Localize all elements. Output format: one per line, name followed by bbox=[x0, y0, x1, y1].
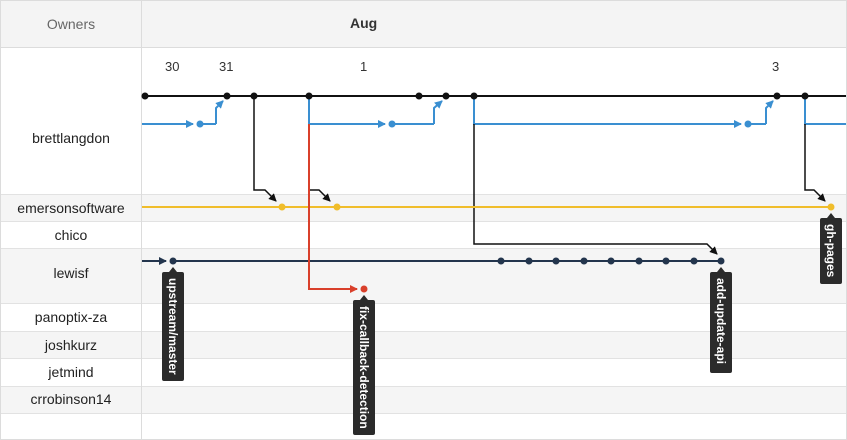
owners-column bbox=[1, 1, 142, 439]
commit-dot[interactable] bbox=[388, 120, 396, 128]
owner-name[interactable]: lewisf bbox=[53, 265, 89, 281]
branch-tag-label: gh-pages bbox=[824, 224, 838, 278]
commit-dot[interactable] bbox=[717, 257, 725, 265]
owner-row-chico: chico bbox=[1, 222, 846, 249]
commit-dot[interactable] bbox=[141, 92, 149, 100]
owner-name[interactable]: chico bbox=[54, 227, 88, 243]
brettlangdon-commits bbox=[141, 92, 809, 100]
commit-dot[interactable] bbox=[801, 92, 809, 100]
commit-dot[interactable] bbox=[278, 203, 286, 211]
branch-tag-label: fix-callback-detection bbox=[357, 306, 371, 429]
fix-callback-branch-line bbox=[308, 124, 358, 293]
commit-dot[interactable] bbox=[662, 257, 670, 265]
day-label: 3 bbox=[772, 59, 780, 74]
branch-tag-fix-callback-detection[interactable]: fix-callback-detection bbox=[353, 295, 375, 435]
owners-header: Owners bbox=[46, 16, 96, 32]
commit-dot[interactable] bbox=[333, 203, 341, 211]
owner-name[interactable]: brettlangdon bbox=[32, 130, 110, 146]
brettlangdon-branch-commits bbox=[196, 120, 752, 128]
emersonsoftware-commits bbox=[278, 203, 835, 211]
day-label: 31 bbox=[219, 59, 234, 74]
commit-dot[interactable] bbox=[525, 257, 533, 265]
commit-dot[interactable] bbox=[360, 285, 368, 293]
commit-dot[interactable] bbox=[250, 92, 258, 100]
owner-name[interactable]: crrobinson14 bbox=[30, 391, 112, 407]
branch-tag-label: upstream/master bbox=[166, 278, 180, 375]
commit-dot[interactable] bbox=[607, 257, 615, 265]
commit-dot[interactable] bbox=[552, 257, 560, 265]
commit-dot[interactable] bbox=[196, 120, 204, 128]
day-label: 1 bbox=[360, 59, 368, 74]
commit-dot[interactable] bbox=[442, 92, 450, 100]
owner-name[interactable]: jetmind bbox=[48, 364, 94, 380]
branch-tag-label: add-update-api bbox=[714, 278, 728, 364]
lewisf-commits bbox=[169, 257, 725, 265]
owner-row-jetmind: jetmind bbox=[1, 359, 846, 387]
branch-tag-add-update-api[interactable]: add-update-api bbox=[710, 267, 732, 373]
commit-dot[interactable] bbox=[635, 257, 643, 265]
owner-name[interactable]: panoptix-za bbox=[34, 309, 108, 325]
commit-dot[interactable] bbox=[580, 257, 588, 265]
day-label: 30 bbox=[165, 59, 180, 74]
branch-tag-gh-pages[interactable]: gh-pages bbox=[820, 213, 842, 284]
owner-name[interactable]: joshkurz bbox=[44, 337, 98, 353]
owner-name[interactable]: emersonsoftware bbox=[17, 200, 125, 216]
brettlangdon-branch-line bbox=[142, 96, 846, 128]
owner-row-brettlangdon: brettlangdon bbox=[1, 48, 846, 195]
commit-dot[interactable] bbox=[415, 92, 423, 100]
commit-dot[interactable] bbox=[690, 257, 698, 265]
month-label: Aug bbox=[350, 15, 378, 31]
commit-dot[interactable] bbox=[744, 120, 752, 128]
commit-dot[interactable] bbox=[827, 203, 835, 211]
commit-dot[interactable] bbox=[223, 92, 231, 100]
commit-dot[interactable] bbox=[305, 92, 313, 100]
commit-dot[interactable] bbox=[773, 92, 781, 100]
commit-dot[interactable] bbox=[470, 92, 478, 100]
owner-row-panoptix-za: panoptix-za bbox=[1, 304, 846, 332]
branch-tag-upstream-master[interactable]: upstream/master bbox=[162, 267, 184, 381]
merge-connectors bbox=[253, 96, 826, 255]
commit-dot[interactable] bbox=[497, 257, 505, 265]
commit-dot[interactable] bbox=[169, 257, 177, 265]
